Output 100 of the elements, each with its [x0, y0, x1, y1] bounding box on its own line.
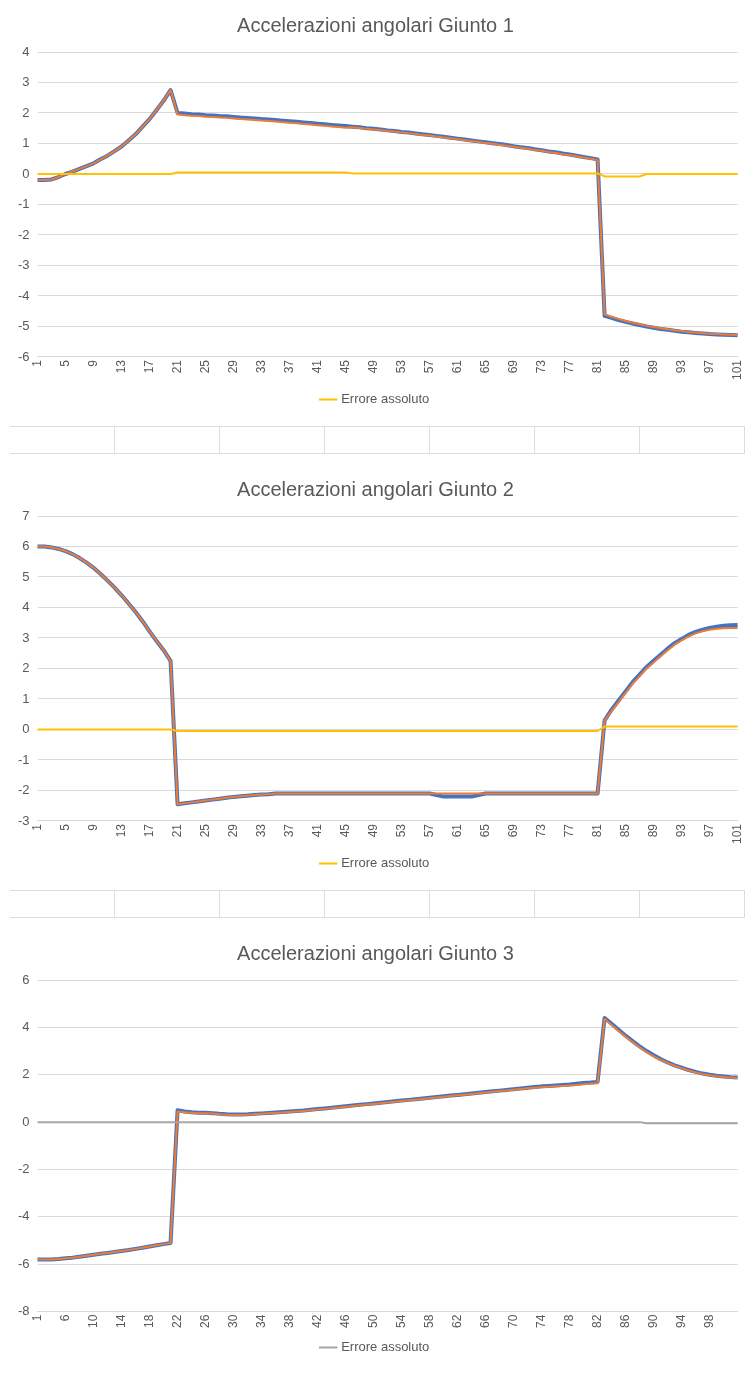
x-tick-label: 26 [197, 1314, 212, 1329]
y-tick-label: 1 [22, 135, 30, 151]
y-tick-label: 0 [22, 1113, 30, 1129]
y-tick-label: -5 [18, 318, 30, 334]
x-tick-label: 9 [85, 359, 100, 367]
x-tick-label: 14 [113, 1314, 128, 1329]
x-tick-label: 1 [29, 823, 44, 831]
legend-label: Errore assoluto [341, 1339, 430, 1355]
x-tick-label: 57 [421, 823, 436, 838]
x-tick-label: 65 [477, 823, 492, 838]
x-tick-label: 33 [253, 359, 268, 374]
x-tick-label: 54 [393, 1314, 408, 1329]
chart-title: Accelerazioni angolari Giunto 1 [237, 13, 514, 36]
x-tick-label: 41 [309, 359, 324, 374]
x-tick-label: 6 [57, 1314, 72, 1322]
x-tick-label: 25 [197, 823, 212, 838]
x-tick-label: 89 [645, 359, 660, 374]
y-tick-label: 2 [22, 1066, 30, 1082]
y-tick-label: 4 [22, 599, 30, 615]
y-tick-label: 7 [22, 507, 30, 523]
y-tick-label: -2 [18, 226, 30, 242]
x-tick-label: 69 [505, 823, 520, 838]
x-tick-label: 94 [673, 1314, 688, 1329]
y-tick-label: 2 [22, 660, 30, 676]
y-tick-label: 4 [22, 43, 30, 59]
x-tick-label: 13 [113, 359, 128, 374]
x-tick-label: 17 [141, 823, 156, 838]
x-tick-label: 41 [309, 823, 324, 838]
x-tick-label: 70 [505, 1314, 520, 1329]
x-tick-label: 98 [701, 1314, 716, 1329]
y-tick-label: 5 [22, 568, 30, 584]
x-tick-label: 37 [281, 823, 296, 838]
y-tick-label: 3 [22, 74, 30, 90]
x-tick-label: 30 [225, 1314, 240, 1329]
y-tick-label: 4 [22, 1018, 30, 1034]
y-tick-label: -3 [18, 257, 30, 273]
x-tick-label: 21 [169, 359, 184, 374]
y-tick-label: -2 [18, 782, 30, 798]
x-tick-label: 29 [225, 359, 240, 374]
y-tick-label: 0 [22, 165, 30, 181]
legend-label: Errore assoluto [341, 855, 430, 871]
x-tick-label: 86 [617, 1314, 632, 1329]
y-tick-label: -4 [18, 1208, 30, 1224]
x-tick-label: 77 [561, 823, 576, 838]
x-tick-label: 93 [673, 359, 688, 374]
x-tick-label: 46 [337, 1314, 352, 1329]
legend-label: Errore assoluto [341, 391, 430, 407]
x-tick-label: 1 [29, 359, 44, 367]
x-tick-label: 33 [253, 823, 268, 838]
x-tick-label: 101 [729, 359, 744, 381]
chart-title: Accelerazioni angolari Giunto 2 [237, 477, 514, 500]
x-tick-label: 69 [505, 359, 520, 374]
x-tick-label: 89 [645, 823, 660, 838]
x-tick-label: 78 [561, 1314, 576, 1329]
x-tick-label: 53 [393, 823, 408, 838]
y-tick-label: 1 [22, 690, 30, 706]
x-tick-label: 73 [533, 823, 548, 838]
x-tick-label: 22 [169, 1314, 184, 1329]
x-tick-label: 93 [673, 823, 688, 838]
x-tick-label: 49 [365, 359, 380, 374]
x-tick-label: 81 [589, 823, 604, 838]
x-tick-label: 61 [449, 823, 464, 838]
y-tick-label: 6 [22, 538, 30, 554]
y-tick-label: 6 [22, 971, 30, 987]
x-tick-label: 9 [85, 823, 100, 831]
x-tick-label: 5 [57, 823, 72, 831]
x-tick-label: 45 [337, 359, 352, 374]
chart-title: Accelerazioni angolari Giunto 3 [237, 941, 514, 964]
x-tick-label: 65 [477, 359, 492, 374]
y-tick-label: -8 [18, 1303, 30, 1319]
x-tick-label: 61 [449, 359, 464, 374]
x-tick-label: 34 [253, 1314, 268, 1329]
x-tick-label: 66 [477, 1314, 492, 1329]
x-tick-label: 58 [421, 1314, 436, 1329]
x-tick-label: 29 [225, 823, 240, 838]
x-tick-label: 77 [561, 359, 576, 374]
x-tick-label: 45 [337, 823, 352, 838]
x-tick-label: 1 [29, 1314, 44, 1322]
x-tick-label: 82 [589, 1314, 604, 1329]
y-tick-label: -6 [18, 1255, 30, 1271]
y-tick-label: -6 [18, 348, 30, 364]
x-tick-label: 38 [281, 1314, 296, 1329]
y-tick-label: 2 [22, 104, 30, 120]
y-tick-label: -2 [18, 1161, 30, 1177]
x-tick-label: 57 [421, 359, 436, 374]
x-tick-label: 50 [365, 1314, 380, 1329]
x-tick-label: 90 [645, 1314, 660, 1329]
y-tick-label: -4 [18, 287, 30, 303]
x-tick-label: 5 [57, 359, 72, 367]
x-tick-label: 13 [113, 823, 128, 838]
y-tick-label: -1 [18, 196, 30, 212]
x-tick-label: 74 [533, 1314, 548, 1329]
x-tick-label: 49 [365, 823, 380, 838]
x-tick-label: 53 [393, 359, 408, 374]
y-tick-label: 3 [22, 629, 30, 645]
x-tick-label: 97 [701, 823, 716, 838]
x-tick-label: 85 [617, 359, 632, 374]
x-tick-label: 21 [169, 823, 184, 838]
x-tick-label: 18 [141, 1314, 156, 1329]
y-tick-label: 0 [22, 721, 30, 737]
